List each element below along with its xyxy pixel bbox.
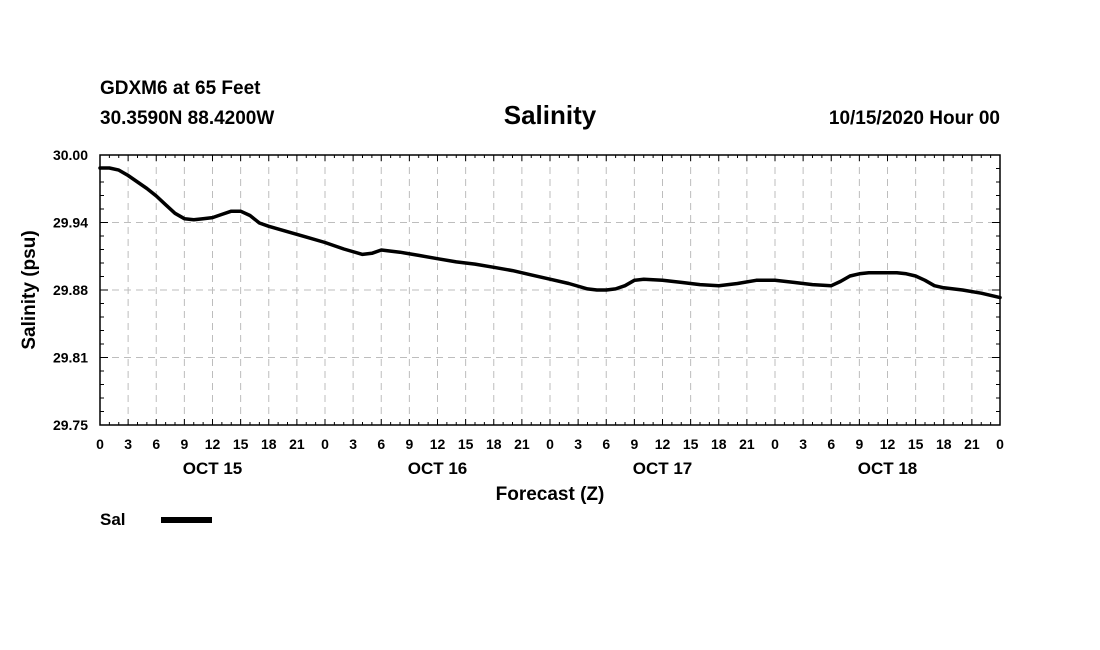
x-tick-label: 18 [711,436,727,452]
x-tick-labels: 0 3 6 9 12 15 18 21 0 3 6 9 12 15 18 21 0 3 6 9 12 15 18 21 0 3 6 9… [96,436,1004,452]
x-tick-label: 9 [180,436,188,452]
series-line-sal [98,166,1002,300]
x-tick-label: 12 [655,436,671,452]
plot-frame [99,154,1001,426]
y-tick-label: 29.81 [53,350,88,366]
chart-title: Salinity [504,100,597,130]
x-tick-label: 21 [514,436,530,452]
x-tick-label: 3 [124,436,132,452]
run-label: 10/15/2020 Hour 00 [829,108,1000,129]
x-tick-label: 3 [574,436,582,452]
y-tick-label: 29.75 [53,417,88,433]
x-tick-label: 0 [96,436,104,452]
legend: Sal [100,510,212,529]
x-tick-label: 12 [205,436,221,452]
x-tick-label: 15 [233,436,249,452]
x-tick-label: 6 [152,436,160,452]
day-labels: OCT 15 OCT 16 OCT 17 OCT 18 [183,459,918,478]
day-label: OCT 16 [408,459,468,478]
y-tick-label: 29.88 [53,282,88,298]
x-axis-label: Forecast (Z) [496,484,605,505]
day-label: OCT 18 [858,459,918,478]
x-tick-label: 15 [458,436,474,452]
y-tick-labels: 29.75 29.81 29.88 29.94 30.00 [53,147,88,433]
x-tick-label: 9 [630,436,638,452]
y-axis-label: Salinity (psu) [19,230,40,349]
x-tick-label: 3 [799,436,807,452]
station-label: GDXM6 at 65 Feet [100,78,261,99]
y-tick-label: 29.94 [53,215,88,231]
x-tick-label: 6 [602,436,610,452]
x-tick-label: 15 [908,436,924,452]
x-tick-label: 12 [430,436,446,452]
x-tick-label: 21 [289,436,305,452]
x-tick-label: 6 [377,436,385,452]
x-tick-label: 15 [683,436,699,452]
x-tick-label: 0 [546,436,554,452]
x-tick-label: 9 [855,436,863,452]
x-tick-label: 0 [321,436,329,452]
legend-label-sal: Sal [100,510,126,529]
x-tick-label: 3 [349,436,357,452]
x-tick-label: 0 [996,436,1004,452]
x-tick-label: 12 [880,436,896,452]
x-tick-label: 18 [486,436,502,452]
x-tick-label: 0 [771,436,779,452]
x-tick-label: 9 [405,436,413,452]
location-label: 30.3590N 88.4200W [100,108,274,129]
x-tick-label: 21 [739,436,755,452]
day-label: OCT 17 [633,459,693,478]
day-label: OCT 15 [183,459,243,478]
x-tick-label: 18 [261,436,277,452]
series-layer [98,166,1002,300]
grid [100,155,1000,425]
y-tick-label: 30.00 [53,147,88,163]
x-tick-label: 21 [964,436,980,452]
x-tick-label: 6 [827,436,835,452]
x-tick-label: 18 [936,436,952,452]
